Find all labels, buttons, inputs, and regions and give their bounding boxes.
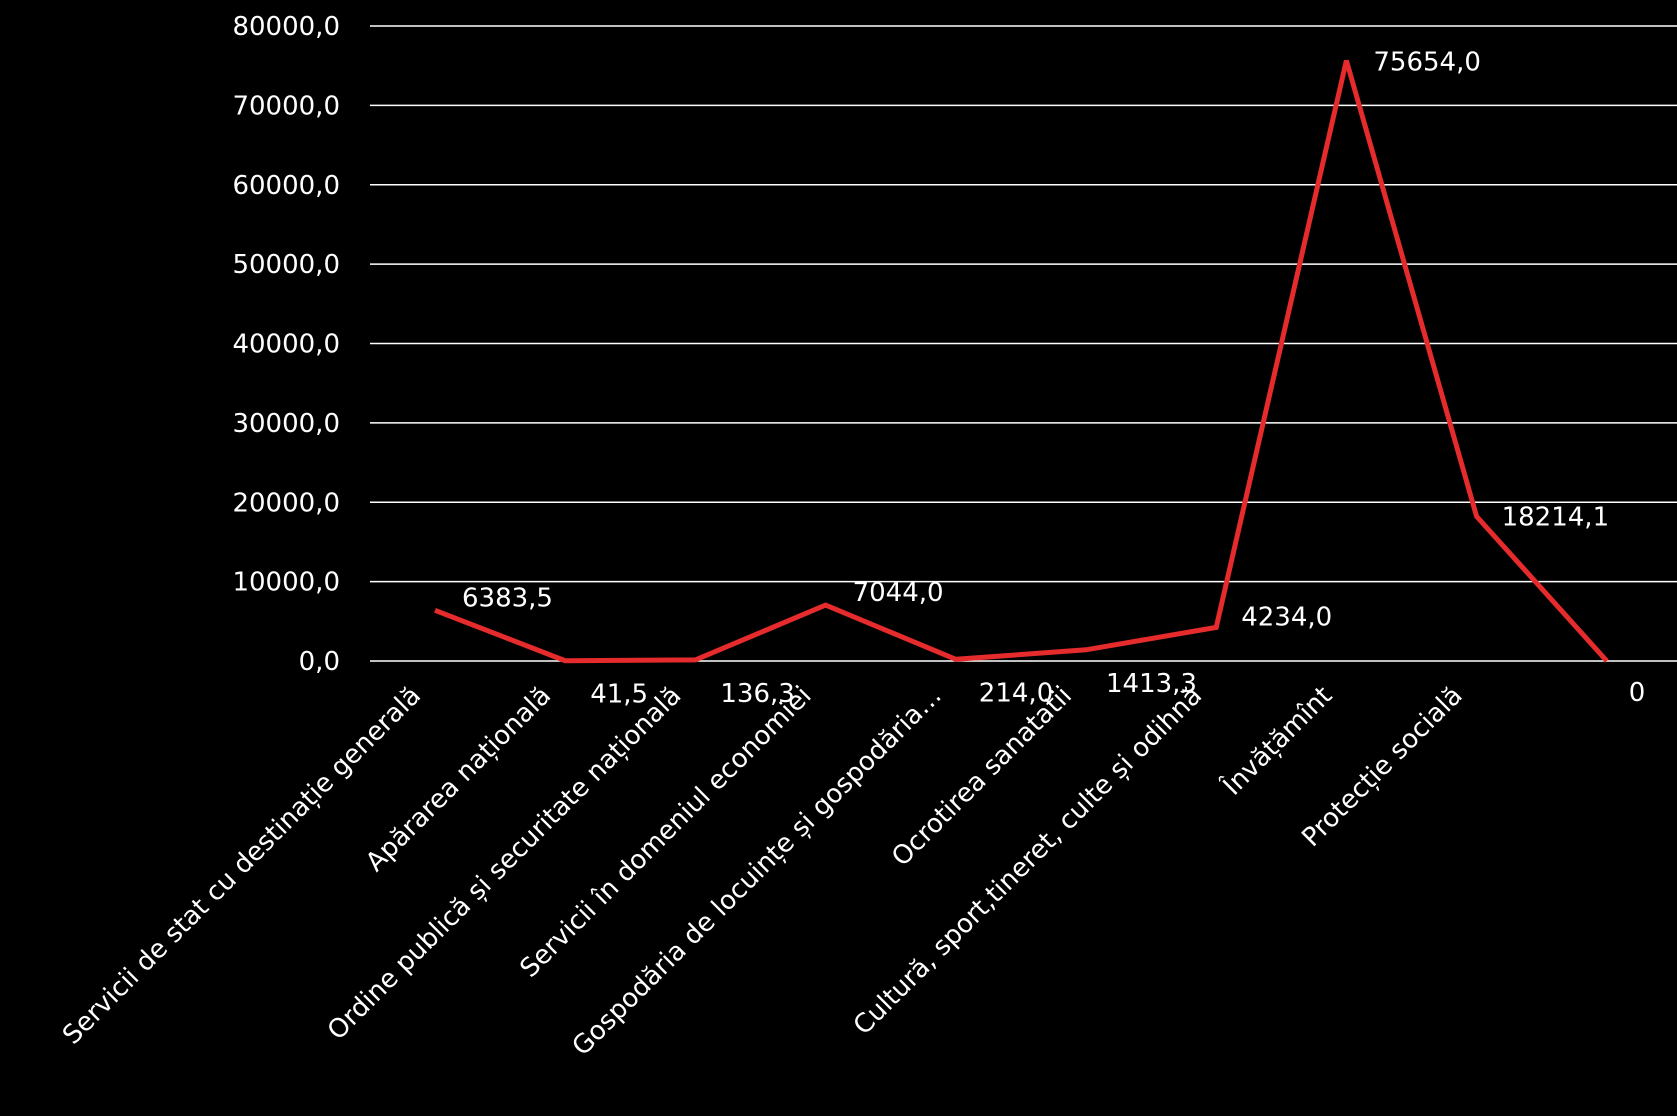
data-label: 136,3 (720, 679, 794, 709)
series-line-group (434, 59, 1609, 664)
data-label: 18214,1 (1502, 502, 1610, 532)
data-label: 6383,5 (462, 583, 553, 613)
data-label: 214,0 (979, 678, 1053, 708)
y-axis-tick-labels: 0,0 10000,0 20000,0 30000,0 40000,0 50000,0 60… (232, 12, 340, 677)
data-label: 4234,0 (1241, 602, 1332, 632)
y-tick-label: 0,0 (299, 647, 340, 677)
data-label: 41,5 (590, 680, 648, 710)
y-tick-label: 20000,0 (232, 488, 340, 518)
y-tick-label: 50000,0 (232, 250, 340, 280)
y-tick-label: 60000,0 (232, 171, 340, 201)
series-line (434, 59, 1609, 664)
y-tick-label: 70000,0 (232, 91, 340, 121)
gridlines (370, 25, 1677, 662)
y-tick-label: 40000,0 (232, 330, 340, 360)
data-label: 75654,0 (1373, 47, 1481, 77)
y-tick-label: 80000,0 (232, 12, 340, 42)
x-category-label: Servicii în domeniul economiei (515, 681, 818, 984)
y-tick-label: 30000,0 (232, 409, 340, 439)
data-label: 7044,0 (853, 578, 944, 608)
x-category-label: Învățămînt (1215, 679, 1338, 802)
x-axis-category-labels: Servicii de stat cu destinație generalăA… (57, 679, 1468, 1062)
data-label: 0 (1629, 678, 1646, 708)
data-label: 1413,3 (1106, 669, 1197, 699)
y-tick-label: 10000,0 (232, 568, 340, 598)
data-labels: 6383,5 41,5 136,3 7044,0 214,0 1413,3 4234,0 75… (462, 47, 1645, 709)
